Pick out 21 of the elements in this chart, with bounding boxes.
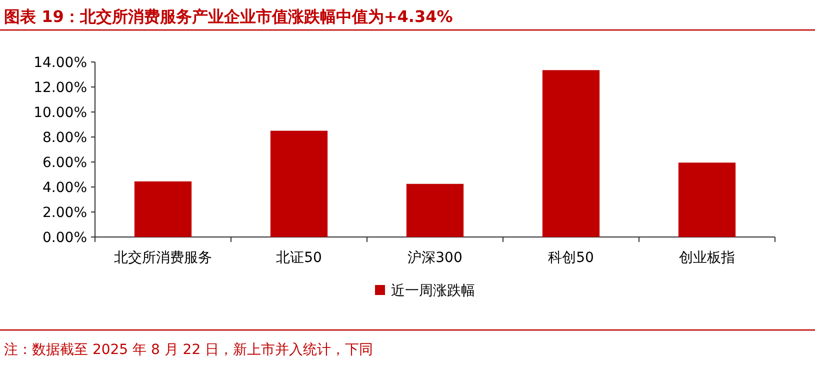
x-tick-label: 北证50 bbox=[276, 250, 322, 266]
bar bbox=[678, 162, 736, 237]
x-tick-label: 沪深300 bbox=[408, 250, 462, 266]
y-tick-label: 12.00% bbox=[34, 80, 87, 96]
legend-label: 近一周涨跌幅 bbox=[391, 283, 475, 299]
y-tick-label: 6.00% bbox=[42, 155, 87, 171]
text: 注：数据截至 2025 年 8 月 22 日，新上市并入统计，下同 bbox=[4, 342, 374, 358]
y-tick-label: 8.00% bbox=[42, 130, 87, 146]
bar bbox=[542, 70, 600, 237]
bar bbox=[270, 130, 328, 237]
y-tick-label: 14.00% bbox=[34, 55, 87, 71]
y-tick-label: 4.00% bbox=[42, 180, 87, 196]
bar bbox=[134, 181, 192, 237]
chart-title: 图表 19：北交所消费服务产业企业市值涨跌幅中值为+4.34% bbox=[4, 7, 453, 26]
x-tick-label: 科创50 bbox=[548, 250, 594, 266]
x-tick-label: 创业板指 bbox=[679, 250, 735, 266]
y-tick-label: 0.00% bbox=[42, 230, 87, 246]
y-tick-label: 10.00% bbox=[34, 105, 87, 121]
bar bbox=[406, 184, 464, 237]
x-tick-label: 北交所消费服务 bbox=[114, 250, 212, 266]
y-tick-label: 2.00% bbox=[42, 205, 87, 221]
